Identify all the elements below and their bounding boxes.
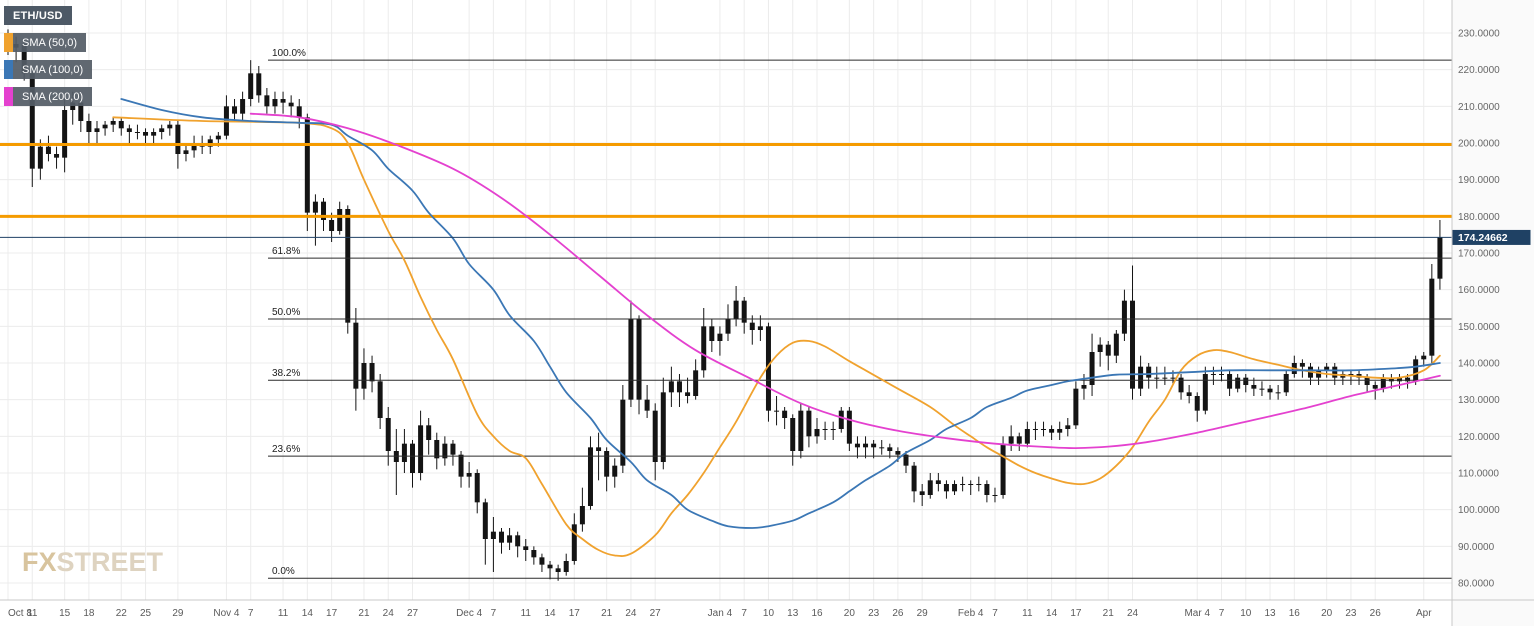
svg-text:100.0%: 100.0%	[272, 48, 306, 59]
svg-text:10: 10	[1240, 608, 1252, 619]
svg-text:0.0%: 0.0%	[272, 566, 295, 577]
svg-text:11: 11	[27, 608, 38, 619]
svg-text:11: 11	[278, 608, 289, 619]
svg-text:Feb 4: Feb 4	[958, 608, 984, 619]
svg-text:24: 24	[625, 608, 637, 619]
svg-text:20: 20	[844, 608, 856, 619]
svg-text:27: 27	[407, 608, 419, 619]
svg-text:Oct 8: Oct 8	[8, 608, 32, 619]
svg-text:Dec 4: Dec 4	[456, 608, 483, 619]
sma-line-100	[120, 98, 1441, 529]
svg-text:26: 26	[1370, 608, 1382, 619]
svg-text:21: 21	[601, 608, 613, 619]
sma100-label: SMA (100,0)	[13, 60, 93, 79]
svg-text:17: 17	[1070, 608, 1082, 619]
sma200-color-swatch	[4, 87, 13, 106]
svg-text:174.24662: 174.24662	[1458, 232, 1508, 244]
svg-text:22: 22	[116, 608, 128, 619]
svg-text:Apr: Apr	[1416, 608, 1432, 619]
svg-text:14: 14	[1046, 608, 1058, 619]
svg-text:27: 27	[650, 608, 662, 619]
legend-item-sma100[interactable]: SMA (100,0)	[4, 60, 93, 79]
time-axis-labels[interactable]: Oct 811 15 18 22 25 29 Nov 4 7 11 14 17 21 24 27 Dec 4…	[8, 608, 1432, 619]
svg-text:190.0000: 190.0000	[1458, 175, 1500, 186]
svg-text:7: 7	[248, 608, 254, 619]
svg-text:24: 24	[1127, 608, 1139, 619]
svg-text:180.0000: 180.0000	[1458, 212, 1500, 223]
svg-text:23: 23	[868, 608, 880, 619]
svg-text:Jan 4: Jan 4	[708, 608, 733, 619]
svg-text:50.0%: 50.0%	[272, 307, 300, 318]
svg-text:100.0000: 100.0000	[1458, 505, 1500, 516]
fibonacci-retracement[interactable]: 100.0% 61.8% 50.0% 38.2% 23.6% 0.0%	[268, 48, 1452, 579]
svg-text:160.0000: 160.0000	[1458, 285, 1500, 296]
svg-text:Mar 4: Mar 4	[1184, 608, 1210, 619]
last-price-badge: 174.24662	[1452, 229, 1531, 245]
svg-text:Nov 4: Nov 4	[213, 608, 240, 619]
svg-text:18: 18	[83, 608, 95, 619]
svg-text:17: 17	[569, 608, 581, 619]
svg-text:16: 16	[1289, 608, 1301, 619]
svg-text:29: 29	[917, 608, 929, 619]
svg-text:210.0000: 210.0000	[1458, 102, 1500, 113]
svg-text:21: 21	[358, 608, 370, 619]
symbol-label: ETH/USD	[4, 6, 72, 25]
svg-text:17: 17	[326, 608, 338, 619]
svg-text:11: 11	[521, 608, 532, 619]
svg-text:7: 7	[491, 608, 497, 619]
resistance-lines[interactable]	[0, 142, 1452, 218]
sma-line-200	[249, 112, 1441, 450]
svg-text:14: 14	[544, 608, 556, 619]
sma200-label: SMA (200,0)	[13, 87, 93, 106]
svg-text:130.0000: 130.0000	[1458, 395, 1500, 406]
sma100-color-swatch	[4, 60, 13, 79]
sma-line-50	[112, 116, 1441, 557]
legend-item-sma50[interactable]: SMA (50,0)	[4, 33, 87, 52]
price-axis-labels: 230.0000 220.0000 210.0000 200.0000 190.0000…	[1458, 29, 1500, 590]
svg-text:38.2%: 38.2%	[272, 368, 300, 379]
svg-text:24: 24	[383, 608, 395, 619]
svg-text:7: 7	[1219, 608, 1225, 619]
svg-text:29: 29	[172, 608, 184, 619]
chart-legend: ETH/USD SMA (50,0) SMA (100,0) SMA (200,…	[4, 6, 93, 106]
svg-text:200.0000: 200.0000	[1458, 139, 1500, 150]
svg-text:110.0000: 110.0000	[1458, 469, 1499, 480]
svg-text:61.8%: 61.8%	[272, 246, 300, 257]
svg-text:170.0000: 170.0000	[1458, 249, 1500, 260]
svg-text:220.0000: 220.0000	[1458, 65, 1500, 76]
svg-text:21: 21	[1103, 608, 1115, 619]
svg-text:13: 13	[787, 608, 799, 619]
svg-text:140.0000: 140.0000	[1458, 359, 1500, 370]
svg-text:150.0000: 150.0000	[1458, 322, 1500, 333]
svg-text:10: 10	[763, 608, 775, 619]
fxstreet-watermark: FXSTREET	[22, 549, 163, 576]
fxstreet-logo-street: STREET	[56, 547, 164, 577]
sma50-color-swatch	[4, 33, 13, 52]
fxstreet-logo-fx: FX	[22, 547, 57, 577]
svg-text:23: 23	[1345, 608, 1357, 619]
svg-text:13: 13	[1264, 608, 1276, 619]
svg-text:14: 14	[302, 608, 314, 619]
symbol-badge[interactable]: ETH/USD	[4, 6, 72, 25]
svg-text:7: 7	[992, 608, 998, 619]
legend-item-sma200[interactable]: SMA (200,0)	[4, 87, 93, 106]
sma50-label: SMA (50,0)	[13, 33, 87, 52]
svg-text:11: 11	[1022, 608, 1033, 619]
svg-text:120.0000: 120.0000	[1458, 432, 1500, 443]
svg-text:23.6%: 23.6%	[272, 444, 300, 455]
svg-text:230.0000: 230.0000	[1458, 29, 1500, 40]
svg-text:7: 7	[741, 608, 747, 619]
svg-text:16: 16	[811, 608, 823, 619]
svg-text:25: 25	[140, 608, 152, 619]
svg-text:90.0000: 90.0000	[1458, 542, 1495, 553]
svg-text:20: 20	[1321, 608, 1333, 619]
svg-text:26: 26	[892, 608, 904, 619]
svg-text:80.0000: 80.0000	[1458, 579, 1495, 590]
price-axis-panel[interactable]	[1452, 0, 1534, 626]
svg-text:15: 15	[59, 608, 71, 619]
